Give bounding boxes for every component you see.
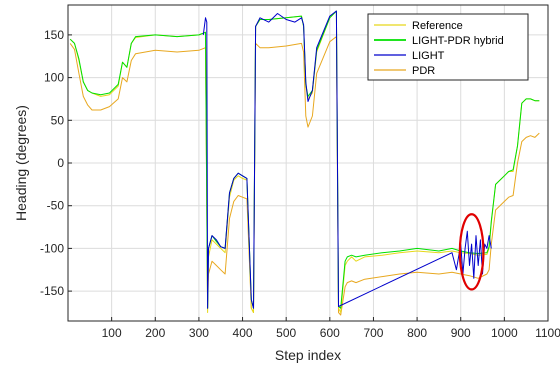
x-tick-label: 500 — [276, 326, 296, 340]
y-tick-label: 0 — [57, 156, 64, 170]
y-tick-label: -150 — [40, 284, 64, 298]
legend-label: LIGHT — [412, 50, 445, 62]
x-tick-label: 600 — [320, 326, 340, 340]
x-tick-label: 1000 — [491, 326, 518, 340]
x-tick-label: 1100 — [535, 326, 560, 340]
x-tick-label: 700 — [363, 326, 383, 340]
y-tick-label: -50 — [47, 199, 65, 213]
y-axis-label: Heading (degrees) — [13, 105, 29, 221]
x-tick-label: 400 — [233, 326, 253, 340]
y-tick-label: 100 — [44, 71, 64, 85]
x-tick-label: 200 — [145, 326, 165, 340]
x-tick-label: 800 — [407, 326, 427, 340]
legend-label: LIGHT-PDR hybrid — [412, 35, 504, 47]
y-axis-ticks: -150 -100 -50 0 50 100 150 — [40, 28, 72, 298]
x-tick-label: 100 — [102, 326, 122, 340]
legend-label: PDR — [412, 65, 435, 77]
series-line-pdr — [69, 36, 540, 316]
x-tick-label: 300 — [189, 326, 209, 340]
y-tick-label: -100 — [40, 241, 64, 255]
series-lines — [69, 10, 540, 316]
legend-label: Reference — [412, 20, 463, 32]
y-tick-label: 50 — [51, 113, 65, 127]
x-tick-label: 900 — [451, 326, 471, 340]
legend: Reference LIGHT-PDR hybrid LIGHT PDR — [367, 13, 529, 81]
series-line-light — [202, 10, 492, 309]
annotations — [458, 213, 485, 291]
y-tick-label: 150 — [44, 28, 64, 42]
x-axis-ticks: 100 200 300 400 500 600 700 800 900 1000 1100 — [102, 317, 560, 340]
highlight-ellipse — [458, 213, 485, 291]
x-axis-label: Step index — [275, 347, 341, 363]
